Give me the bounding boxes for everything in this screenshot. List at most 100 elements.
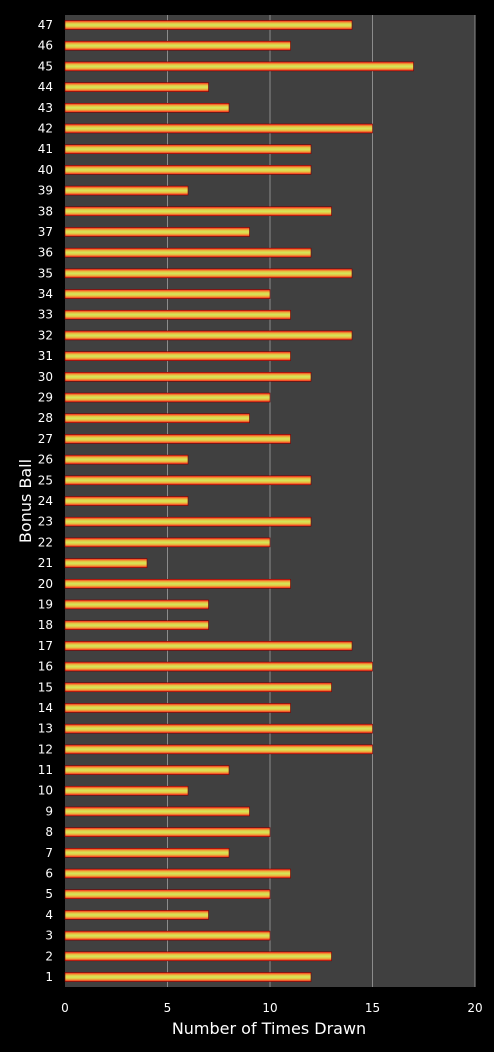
bar: [64, 144, 312, 154]
y-tick-label: 12: [38, 742, 53, 756]
y-tick-label: 45: [38, 59, 53, 73]
bar: [64, 392, 271, 403]
x-axis-title: Number of Times Drawn: [172, 1019, 366, 1038]
y-tick-label: 24: [38, 494, 53, 508]
bar: [64, 516, 312, 527]
x-tick-label: 15: [365, 1001, 380, 1015]
y-tick-label: 28: [38, 411, 53, 425]
bar: [64, 599, 209, 610]
bar: [64, 744, 373, 755]
y-tick-label: 20: [38, 577, 53, 591]
y-tick-label: 19: [38, 597, 53, 611]
bar: [64, 951, 332, 962]
y-tick-label: 11: [38, 763, 53, 777]
bar: [64, 641, 353, 651]
y-tick-label: 13: [38, 722, 53, 736]
bar: [64, 537, 271, 548]
bar: [64, 682, 332, 693]
bar: [64, 247, 312, 258]
bar: [64, 434, 291, 444]
y-tick-label: 43: [38, 101, 53, 115]
bar: [64, 102, 230, 113]
y-tick-label: 46: [38, 39, 53, 53]
y-tick-label: 7: [45, 846, 53, 860]
x-tick-label: 5: [164, 1001, 172, 1015]
bar: [64, 268, 353, 279]
y-tick-label: 27: [38, 432, 53, 446]
bar: [64, 930, 271, 941]
y-tick-label: 5: [45, 887, 53, 901]
y-tick-label: 40: [38, 163, 53, 177]
bar: [64, 40, 291, 51]
bar: [64, 496, 189, 506]
y-tick-label: 26: [38, 453, 53, 467]
bar: [64, 123, 373, 134]
bar: [64, 558, 148, 568]
y-tick-label: 14: [38, 701, 53, 715]
bar: [64, 578, 291, 589]
y-tick-label: 3: [45, 929, 53, 943]
bar: [64, 848, 230, 858]
y-tick-label: 30: [38, 370, 53, 384]
y-axis-title: Bonus Ball: [16, 459, 35, 543]
bar: [64, 372, 312, 382]
bar: [64, 868, 291, 879]
y-tick-label: 39: [38, 184, 53, 198]
y-tick-label: 31: [38, 349, 53, 363]
y-tick-label: 10: [38, 784, 53, 798]
y-tick-label: 36: [38, 246, 53, 260]
y-tick-label: 18: [38, 618, 53, 632]
bar: [64, 351, 291, 361]
bar: [64, 785, 189, 796]
bar: [64, 454, 189, 465]
bar: [64, 165, 312, 175]
bar: [64, 82, 209, 92]
bar: [64, 806, 250, 817]
y-tick-label: 17: [38, 639, 53, 653]
bar: [64, 475, 312, 486]
y-tick-label: 6: [45, 867, 53, 881]
y-tick-label: 16: [38, 660, 53, 674]
y-tick-label: 23: [38, 515, 53, 529]
bar: [64, 185, 189, 196]
bar: [64, 723, 373, 734]
y-tick-label: 32: [38, 328, 53, 342]
y-tick-label: 35: [38, 266, 53, 280]
bar: [64, 661, 373, 672]
bar: [64, 20, 353, 30]
x-tick-label: 20: [467, 1001, 482, 1015]
bar: [64, 413, 250, 424]
bar: [64, 227, 250, 237]
y-tick-label: 4: [45, 908, 53, 922]
y-tick-label: 22: [38, 535, 53, 549]
bar: [64, 972, 312, 982]
y-tick-label: 25: [38, 473, 53, 487]
y-tick-label: 47: [38, 18, 53, 32]
y-tick-label: 21: [38, 556, 53, 570]
bar: [64, 330, 353, 341]
bar: [64, 61, 414, 72]
bar: [64, 889, 271, 900]
bar: [64, 309, 291, 320]
y-tick-label: 29: [38, 391, 53, 405]
bar: [64, 765, 230, 775]
y-tick-label: 8: [45, 825, 53, 839]
y-tick-label: 41: [38, 142, 53, 156]
y-tick-label: 15: [38, 680, 53, 694]
bar: [64, 827, 271, 837]
y-tick-label: 1: [45, 970, 53, 984]
x-tick-label: 10: [262, 1001, 277, 1015]
y-tick-label: 9: [45, 804, 53, 818]
y-tick-label: 33: [38, 308, 53, 322]
bar: [64, 620, 209, 630]
y-tick-label: 42: [38, 121, 53, 135]
bar: [64, 206, 332, 217]
bar: [64, 703, 291, 713]
bar: [64, 289, 271, 299]
y-tick-label: 2: [45, 949, 53, 963]
bar: [64, 910, 209, 920]
y-tick-label: 44: [38, 80, 53, 94]
x-tick-label: 0: [61, 1001, 69, 1015]
y-tick-label: 38: [38, 204, 53, 218]
